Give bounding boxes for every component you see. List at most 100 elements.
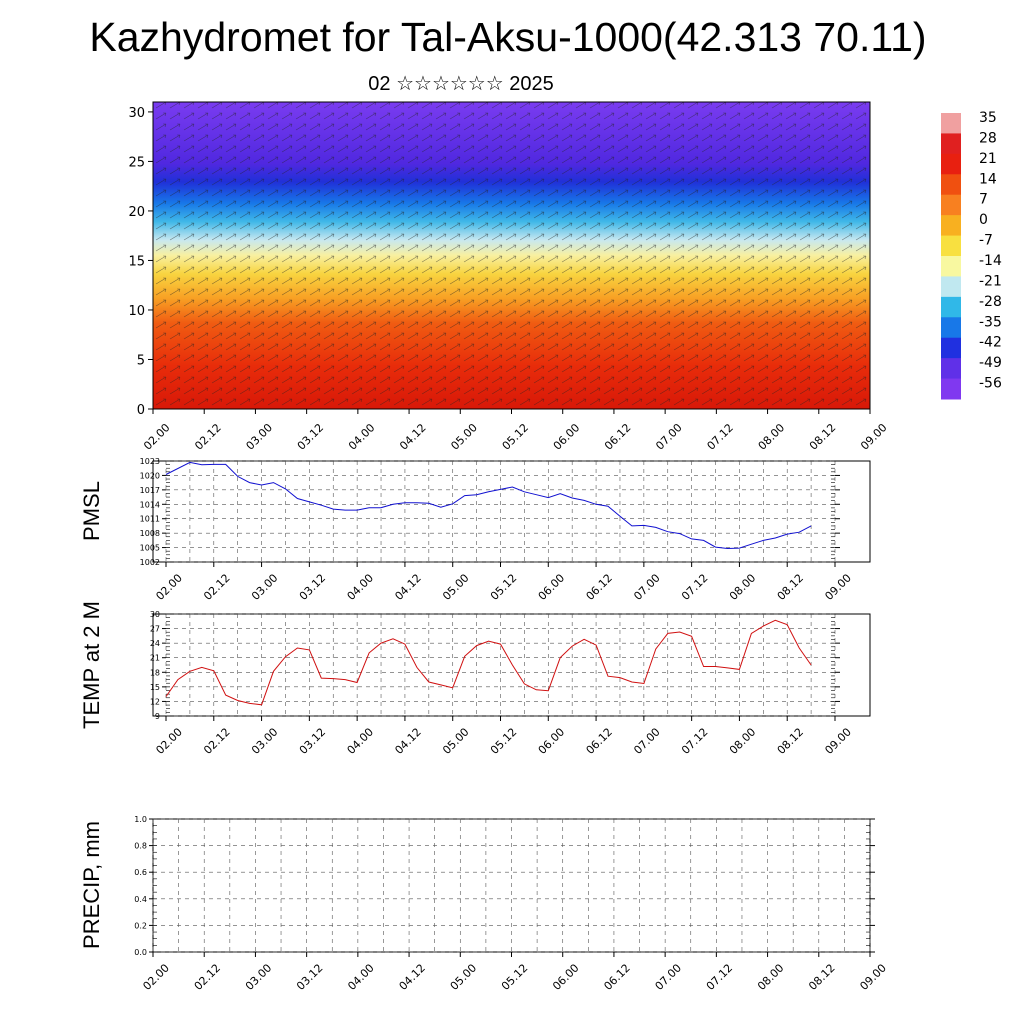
xtick-label: 02.12: [201, 571, 232, 602]
xtick-label: 07.00: [631, 725, 662, 756]
xtick-label: 04.00: [345, 571, 376, 602]
xtick-label: 06.12: [601, 961, 632, 992]
cross-ytick-label: 25: [128, 155, 145, 170]
xtick-label: 04.12: [397, 961, 428, 992]
xtick-label: 03.00: [249, 725, 280, 756]
xtick-label: 05.00: [448, 961, 479, 992]
ytick-label: 1023: [140, 457, 160, 466]
xtick-label: 02.00: [140, 961, 171, 992]
ytick-label: 1014: [140, 500, 160, 509]
ytick-label: 9: [155, 712, 160, 721]
xtick-label: 08.12: [775, 571, 806, 602]
xtick-label: 08.12: [806, 961, 837, 992]
colorbar-label: -7: [979, 233, 993, 249]
xtick-label: 08.00: [727, 725, 758, 756]
ytick-label: 0.8: [134, 842, 147, 851]
cross-xtick-label: 08.00: [756, 421, 787, 452]
colorbar-label: 7: [979, 192, 988, 208]
ytick-label: 24: [150, 639, 160, 648]
xtick-label: 04.00: [345, 725, 376, 756]
cross-ytick-label: 15: [128, 254, 145, 269]
ytick-label: 15: [150, 683, 160, 692]
xtick-label: 04.00: [345, 961, 376, 992]
colorbar-swatch: [941, 174, 961, 196]
colorbar-label: -49: [979, 355, 1002, 371]
xtick-label: 06.12: [584, 725, 615, 756]
ytick-label: 0.6: [134, 868, 147, 877]
ytick-label: 0.0: [134, 948, 147, 957]
xtick-label: 05.12: [488, 725, 519, 756]
xtick-label: 06.12: [584, 571, 615, 602]
cross-xtick-label: 09.00: [858, 421, 889, 452]
colorbar-label: 14: [979, 171, 997, 187]
colorbar-swatch: [941, 256, 961, 277]
xtick-label: 07.00: [653, 961, 684, 992]
xtick-label: 08.00: [755, 961, 786, 992]
cross-xtick-label: 05.12: [500, 421, 531, 452]
wind-barbs-overlay: [153, 102, 870, 409]
ytick-label: 0.2: [134, 921, 147, 930]
colorbar-swatch: [941, 113, 961, 134]
xtick-label: 08.00: [727, 571, 758, 602]
colorbar-label: 0: [979, 212, 988, 228]
xtick-label: 02.12: [201, 725, 232, 756]
ytick-label: 0.4: [134, 895, 147, 904]
xtick-label: 09.00: [822, 725, 853, 756]
colorbar: 35 28 21 14 7 0 -7 -14 -21 -28 -35 -42 -49 -56: [941, 110, 1002, 400]
colorbar-label: 21: [979, 151, 997, 167]
ytick-label: 1011: [140, 515, 160, 524]
xtick-label: 06.00: [550, 961, 581, 992]
precip-panel: 0.0 0.2 0.4 0.6 0.8 1.0 02.00 02.12 03.00 03.12 0…: [79, 815, 889, 993]
xtick-label: 05.00: [440, 571, 471, 602]
ytick-label: 1002: [140, 558, 160, 567]
chart-subtitle: 02 ☆☆☆☆☆☆ 2025: [368, 73, 554, 95]
cross-xtick-label: 03.12: [295, 421, 326, 452]
colorbar-swatch: [941, 153, 961, 175]
cross-xtick-label: 06.12: [602, 421, 633, 452]
cross-xtick-label: 02.12: [192, 421, 223, 452]
xtick-label: 03.00: [249, 571, 280, 602]
ytick-label: 1020: [140, 471, 160, 480]
xtick-label: 03.12: [297, 571, 328, 602]
pmsl-panel: 1002 1005 1008 1011 1014 1017 1020 1023 02.00 02…: [79, 457, 871, 603]
chart-title: Kazhydromet for Tal-Aksu-1000(42.313 70.…: [89, 14, 927, 60]
xtick-label: 03.12: [294, 961, 325, 992]
xtick-label: 06.00: [536, 571, 567, 602]
colorbar-swatch: [941, 276, 961, 298]
xtick-label: 06.00: [536, 725, 567, 756]
cross-ytick-label: 30: [128, 106, 145, 121]
cross-xtick-label: 04.00: [346, 421, 377, 452]
cross-xtick-label: 08.12: [807, 421, 838, 452]
xtick-label: 02.12: [192, 961, 223, 992]
colorbar-swatch: [941, 215, 961, 237]
colorbar-swatch: [941, 358, 961, 380]
cross-ytick-label: 0: [137, 403, 145, 418]
colorbar-swatch: [941, 317, 961, 339]
temp-series-line: [165, 619, 812, 706]
cross-xtick-label: 07.12: [705, 421, 736, 452]
colorbar-swatch: [941, 296, 961, 318]
colorbar-label: 28: [979, 130, 997, 146]
xtick-label: 09.00: [857, 961, 888, 992]
colorbar-label: -35: [979, 314, 1002, 330]
xtick-label: 05.12: [488, 571, 519, 602]
xtick-label: 02.00: [153, 571, 184, 602]
colorbar-label: -14: [979, 253, 1002, 269]
pmsl-ylabel: PMSL: [79, 481, 104, 541]
ytick-label: 1008: [140, 529, 160, 538]
ytick-label: 21: [150, 654, 160, 663]
ytick-label: 1.0: [134, 815, 147, 824]
colorbar-swatch: [941, 235, 961, 257]
xtick-label: 02.00: [153, 725, 184, 756]
cross-ytick-label: 20: [128, 205, 145, 220]
cross-xtick-label: 06.00: [551, 421, 582, 452]
ytick-label: 18: [150, 668, 160, 677]
cross-xtick-label: 04.12: [397, 421, 428, 452]
colorbar-swatch: [941, 337, 961, 359]
xtick-label: 03.00: [243, 961, 274, 992]
colorbar-label: -28: [979, 294, 1002, 310]
xtick-label: 04.12: [392, 725, 423, 756]
cross-xtick-label: 05.00: [448, 421, 479, 452]
xtick-label: 07.00: [631, 571, 662, 602]
